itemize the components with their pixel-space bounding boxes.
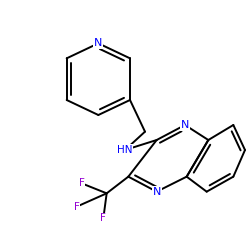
Text: N: N — [181, 120, 189, 130]
Text: N: N — [152, 187, 161, 197]
Text: F: F — [100, 213, 106, 223]
Text: F: F — [74, 202, 80, 212]
Text: F: F — [79, 178, 84, 188]
Text: HN: HN — [117, 145, 133, 155]
Text: N: N — [94, 38, 102, 48]
